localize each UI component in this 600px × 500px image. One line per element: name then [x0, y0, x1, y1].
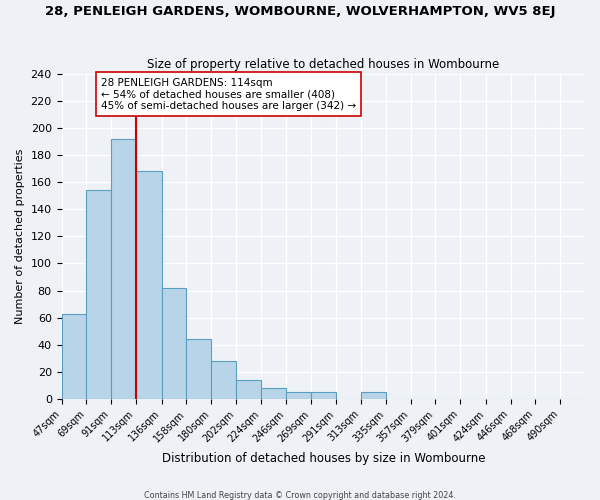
Bar: [111, 138, 136, 399]
Bar: [136, 171, 162, 399]
Bar: [62, 314, 86, 399]
X-axis label: Distribution of detached houses by size in Wombourne: Distribution of detached houses by size …: [161, 452, 485, 465]
Bar: [361, 392, 386, 399]
Text: 28, PENLEIGH GARDENS, WOMBOURNE, WOLVERHAMPTON, WV5 8EJ: 28, PENLEIGH GARDENS, WOMBOURNE, WOLVERH…: [45, 5, 555, 18]
Text: 28 PENLEIGH GARDENS: 114sqm
← 54% of detached houses are smaller (408)
45% of se: 28 PENLEIGH GARDENS: 114sqm ← 54% of det…: [101, 78, 356, 111]
Bar: [86, 190, 111, 399]
Bar: [211, 361, 236, 399]
Bar: [162, 288, 187, 399]
Y-axis label: Number of detached properties: Number of detached properties: [15, 148, 25, 324]
Bar: [286, 392, 311, 399]
Bar: [236, 380, 261, 399]
Bar: [187, 340, 211, 399]
Bar: [261, 388, 286, 399]
Text: Contains HM Land Registry data © Crown copyright and database right 2024.: Contains HM Land Registry data © Crown c…: [144, 490, 456, 500]
Bar: [311, 392, 336, 399]
Title: Size of property relative to detached houses in Wombourne: Size of property relative to detached ho…: [147, 58, 499, 71]
